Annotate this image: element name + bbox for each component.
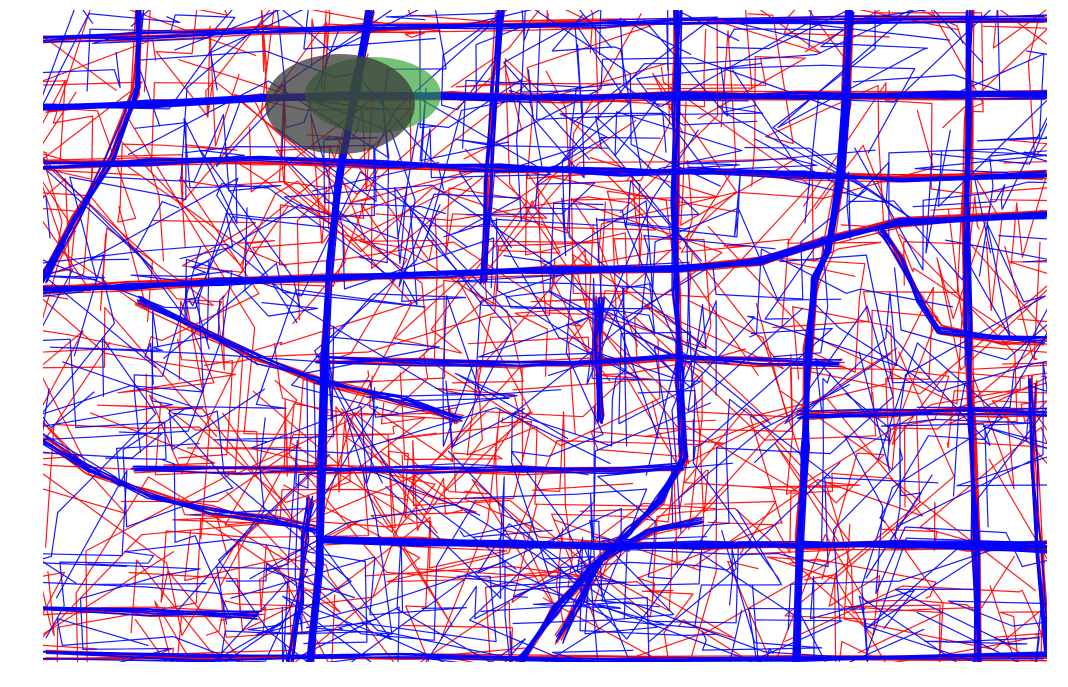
red-trace-141 <box>30 519 54 636</box>
red-trace-71 <box>708 197 979 404</box>
blue-trace-297 <box>600 0 717 81</box>
blue-trace-194 <box>623 105 867 319</box>
blue-trace-208 <box>750 249 953 337</box>
red-trace-60 <box>681 31 788 329</box>
red-trace-33 <box>635 317 876 440</box>
blue-trace-202 <box>562 0 932 256</box>
red-trace-572 <box>40 437 316 526</box>
red-trace-133 <box>983 0 1060 54</box>
ellipse-overlay-layer <box>265 54 441 154</box>
red-trace-31 <box>476 500 782 616</box>
blue-trace-240 <box>51 296 327 369</box>
red-trace-139 <box>30 177 259 352</box>
red-trace-163 <box>376 197 655 230</box>
plot-area <box>30 0 1060 675</box>
blue-trace-219 <box>30 582 220 594</box>
blue-trace-286 <box>745 0 966 225</box>
red-trace-573 <box>39 438 316 526</box>
blue-trace-253 <box>367 296 568 447</box>
red-trace-79 <box>422 58 766 166</box>
blue-trace-543 <box>797 414 1046 416</box>
red-trace-120 <box>573 67 811 368</box>
red-trace-21 <box>784 0 889 61</box>
blue-trace-301 <box>104 115 281 224</box>
red-trace-161 <box>30 349 126 513</box>
gray-highlight-ellipse <box>265 54 415 154</box>
red-trace-98 <box>931 207 1060 370</box>
red-trace-571 <box>39 437 317 533</box>
red-trace-155 <box>446 121 636 254</box>
blue-trace-184 <box>30 389 162 517</box>
blue-trace-246 <box>136 202 209 340</box>
blue-trace-275 <box>939 88 1061 276</box>
red-trace-109 <box>989 459 1060 675</box>
blue-trace-586 <box>139 298 461 418</box>
